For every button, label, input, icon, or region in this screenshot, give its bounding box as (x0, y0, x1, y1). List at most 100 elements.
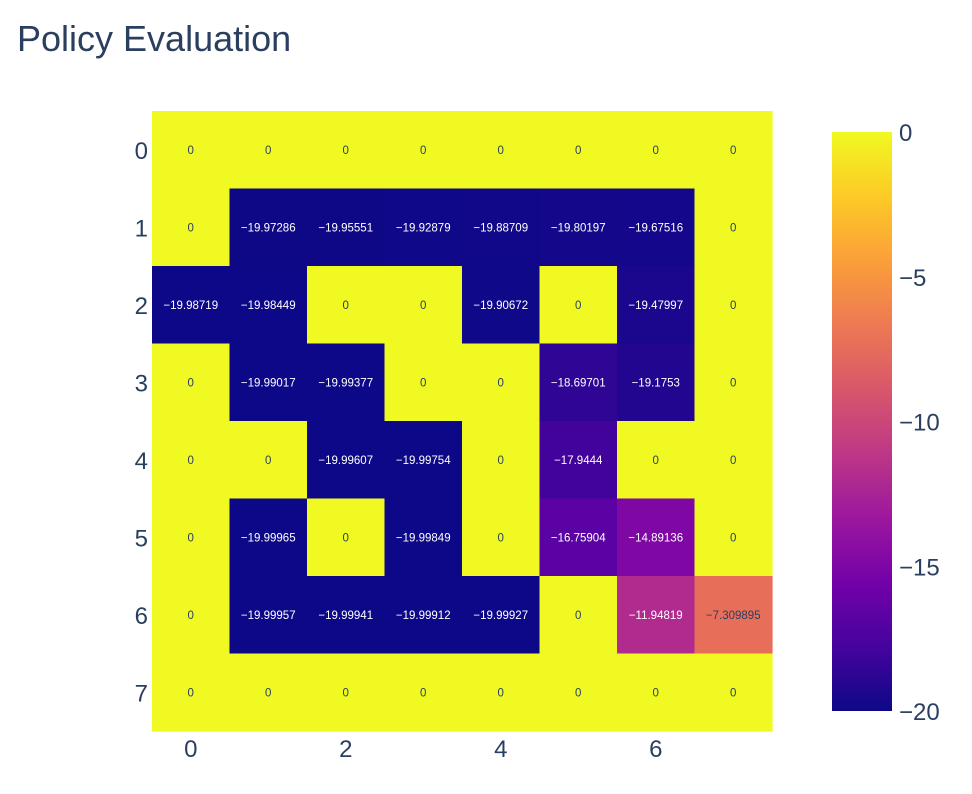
y-tick-label: 3 (135, 370, 148, 397)
cell-value-label: 0 (575, 300, 581, 312)
heatmap-cell (617, 498, 696, 577)
heatmap-cell (462, 266, 541, 345)
cell-value-label: −19.97286 (241, 222, 296, 234)
chart-title: Policy Evaluation (17, 18, 292, 59)
cell-value-label: −19.99017 (241, 377, 296, 389)
colorbar-tick-label: −5 (899, 265, 926, 292)
cell-value-label: 0 (653, 687, 659, 699)
cell-value-label: −19.99377 (318, 377, 373, 389)
cell-value-label: 0 (265, 145, 271, 157)
cell-value-label: −17.9444 (554, 455, 603, 467)
heatmap-cell (229, 498, 308, 577)
cell-value-label: 0 (343, 300, 349, 312)
heatmap-cell (229, 653, 308, 732)
heatmap-cell (694, 498, 773, 577)
cell-value-label: −19.99754 (396, 455, 451, 467)
y-tick-label: 2 (135, 293, 148, 320)
cell-value-label: 0 (730, 687, 736, 699)
heatmap-cell (694, 653, 773, 732)
cell-value-label: −19.88709 (473, 222, 528, 234)
heatmap-cell (539, 188, 618, 267)
cell-value-label: −19.99957 (241, 610, 296, 622)
colorbar-tick-label: −10 (899, 410, 940, 437)
heatmap-cell (694, 576, 773, 655)
heatmap-cell (462, 653, 541, 732)
x-tick-label: 2 (339, 736, 352, 763)
cell-value-label: −19.99941 (318, 610, 373, 622)
cell-value-label: −19.90672 (473, 300, 528, 312)
cell-value-label: 0 (653, 455, 659, 467)
heatmap-cell (152, 266, 231, 345)
heatmap-cell (694, 111, 773, 190)
heatmap-cell (539, 343, 618, 422)
cell-value-label: −19.1753 (632, 377, 680, 389)
heatmap-cell (539, 266, 618, 345)
colorbar-ticks: 0 −5 −10 −15 −20 (899, 120, 940, 726)
cell-value-label: 0 (265, 687, 271, 699)
heatmap-cell (307, 576, 386, 655)
colorbar-tick-label: −15 (899, 554, 940, 581)
cell-value-label: 0 (575, 687, 581, 699)
heatmap-cell (462, 421, 541, 500)
heatmap-cell (307, 421, 386, 500)
cell-value-label: 0 (188, 377, 194, 389)
heatmap-cell (617, 421, 696, 500)
cell-value-label: −19.47997 (628, 300, 683, 312)
y-tick-label: 1 (135, 215, 148, 242)
heatmap-cell (539, 111, 618, 190)
heatmap-cell (539, 576, 618, 655)
heatmap-cell (307, 266, 386, 345)
cell-value-label: 0 (420, 377, 426, 389)
x-tick-label: 4 (494, 736, 507, 763)
cell-value-label: −19.99607 (318, 455, 373, 467)
heatmap-cell (617, 266, 696, 345)
y-tick-label: 6 (135, 603, 148, 630)
x-tick-label: 0 (184, 736, 197, 763)
heatmap-cell (229, 266, 308, 345)
colorbar (832, 132, 892, 711)
heatmap-cell (152, 188, 231, 267)
cell-value-label: −16.75904 (551, 532, 606, 544)
heatmap-cell (617, 111, 696, 190)
cell-value-label: 0 (188, 532, 194, 544)
cell-value-label: 0 (653, 145, 659, 157)
cell-value-label: 0 (188, 610, 194, 622)
y-tick-label: 4 (135, 448, 148, 475)
heatmap-cell (694, 421, 773, 500)
heatmap-cell (229, 188, 308, 267)
heatmap-cell (617, 343, 696, 422)
cell-value-label: 0 (575, 610, 581, 622)
cell-value-label: −19.98449 (241, 300, 296, 312)
heatmap-cell (462, 343, 541, 422)
cell-value-label: 0 (498, 687, 504, 699)
cell-value-label: 0 (498, 377, 504, 389)
colorbar-tick-label: 0 (899, 120, 912, 147)
heatmap-cell (152, 111, 231, 190)
cell-value-label: 0 (730, 377, 736, 389)
cell-value-label: 0 (188, 687, 194, 699)
heatmap-cell (152, 421, 231, 500)
heatmap-cell (384, 188, 463, 267)
cell-value-label: 0 (730, 532, 736, 544)
x-tick-label: 6 (649, 736, 662, 763)
heatmap-cell (694, 343, 773, 422)
heatmap-cell (152, 576, 231, 655)
heatmap-cell (384, 576, 463, 655)
heatmap-cell (462, 498, 541, 577)
cell-value-label: 0 (420, 687, 426, 699)
heatmap-cell-labels: 0 0 0 0 0 0 0 0 0 −19.97286 −19.95551 −19.92879 −19.… (163, 145, 760, 700)
cell-value-label: 0 (420, 145, 426, 157)
cell-value-label: 0 (498, 145, 504, 157)
cell-value-label: −14.89136 (628, 532, 683, 544)
cell-value-label: −19.99849 (396, 532, 451, 544)
heatmap-cell (384, 653, 463, 732)
heatmap-cell (617, 653, 696, 732)
heatmap-cell (229, 111, 308, 190)
cell-value-label: −19.99912 (396, 610, 451, 622)
heatmap-cell (229, 343, 308, 422)
heatmap-cell (462, 111, 541, 190)
cell-value-label: −19.99965 (241, 532, 296, 544)
cell-value-label: −19.67516 (628, 222, 683, 234)
cell-value-label: 0 (730, 145, 736, 157)
